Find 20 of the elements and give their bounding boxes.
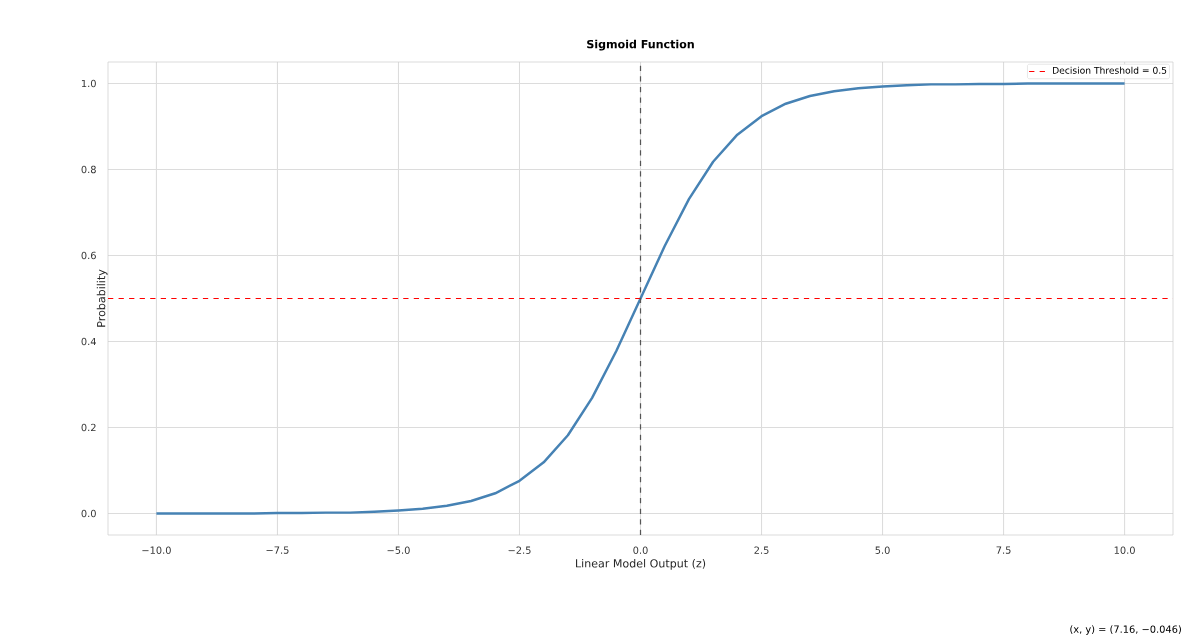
x-axis-title: Linear Model Output (z) bbox=[576, 558, 706, 570]
x-tick-label: 5.0 bbox=[875, 546, 890, 554]
legend-label: Decision Threshold = 0.5 bbox=[1053, 66, 1167, 74]
y-tick-label: 0.2 bbox=[81, 423, 96, 432]
x-tick-label: 7.5 bbox=[996, 546, 1011, 554]
y-tick-label: 0.6 bbox=[81, 251, 96, 260]
chart-title: Sigmoid Function bbox=[587, 39, 694, 51]
y-tick-label: 0.8 bbox=[81, 165, 96, 174]
x-tick-label: 2.5 bbox=[754, 546, 769, 554]
y-tick-label: 0.4 bbox=[81, 337, 96, 346]
y-tick-label: 0.0 bbox=[81, 509, 96, 518]
x-tick-label: −2.5 bbox=[508, 546, 531, 554]
y-tick-label: 1.0 bbox=[81, 79, 96, 88]
x-tick-label: 0.0 bbox=[633, 546, 648, 554]
x-tick-label: −10.0 bbox=[142, 546, 171, 554]
text: (x, y) = (7.16, −0.046) bbox=[1070, 625, 1181, 635]
x-tick-label: −5.0 bbox=[387, 546, 410, 554]
x-tick-label: −7.5 bbox=[266, 546, 289, 554]
x-tick-label: 10.0 bbox=[1114, 546, 1135, 554]
y-axis-title: Probability bbox=[96, 269, 108, 327]
